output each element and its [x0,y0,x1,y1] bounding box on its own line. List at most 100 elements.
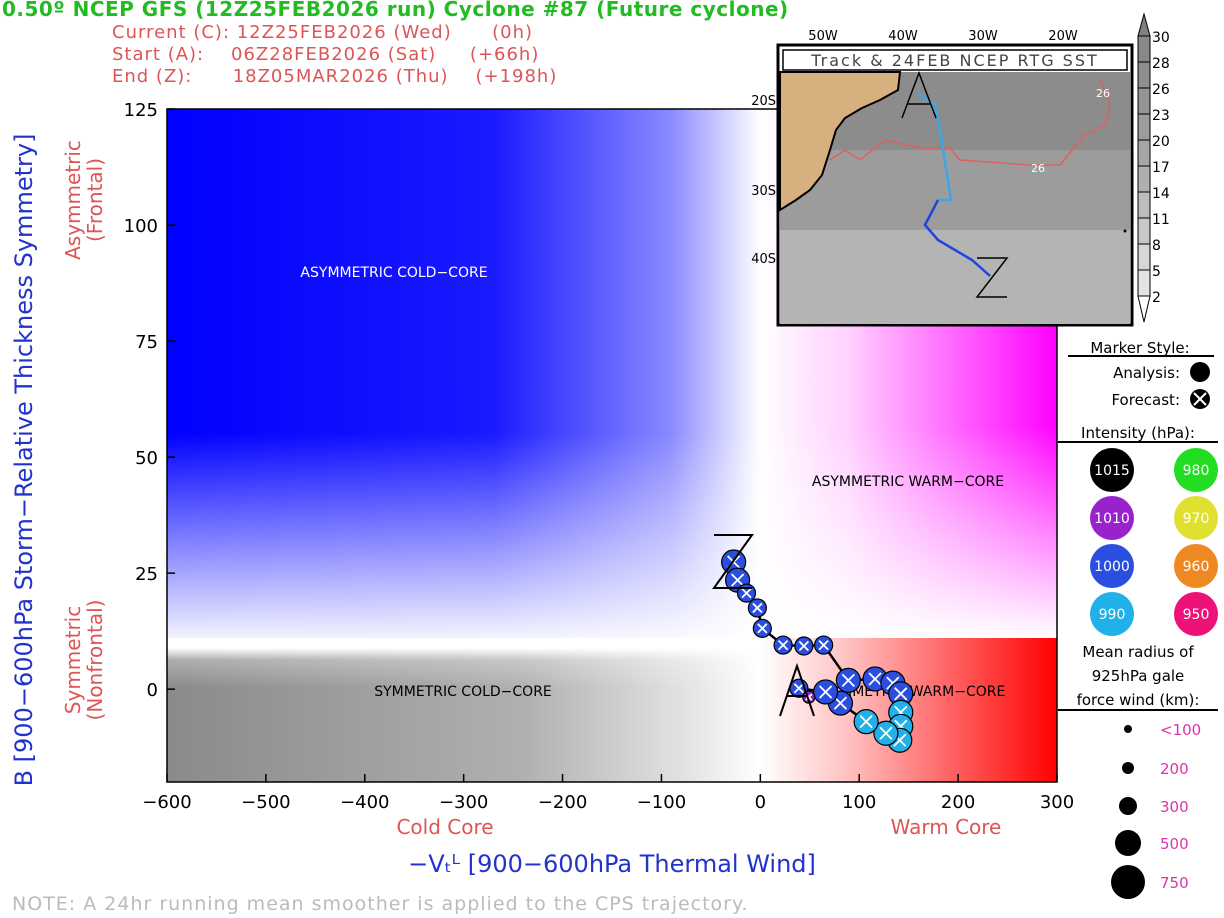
sst-26-contour [829,79,1111,166]
intensity-label: 950 [1183,607,1210,623]
legend-radius-title: force wind (km): [1077,691,1200,709]
x-tick-label: −500 [241,792,290,813]
colorbar-label: 5 [1152,264,1161,280]
inset-map: 26 26 Track & 24FEB NCEP RTG SST 50W 40W… [751,29,1134,327]
x-tick-label: −100 [637,792,686,813]
end-marker-z [712,534,754,589]
x-sub-label-cold: Cold Core [396,815,493,839]
colorbar-label: 2 [1152,290,1161,306]
colorbar-segment [1137,269,1151,297]
start-marker-a [779,662,815,717]
trajectory-point [812,679,839,705]
trajectory-point [873,720,899,746]
y-sub-label-frontal: (Frontal) [83,158,107,242]
lon-label: 30W [968,29,998,44]
x-tick-label: 200 [941,792,975,813]
x-tick-label: 100 [842,792,876,813]
colorbar-label: 17 [1152,160,1170,176]
trajectory-point [814,635,834,655]
colorbar-segment [1137,217,1151,245]
x-tick-label: 0 [755,792,766,813]
radius-swatch: 300 [1119,797,1189,816]
intensity-swatch-1010: 1010 [1090,496,1134,540]
y-tick-label: 0 [147,680,158,701]
colorbar-segment [1137,87,1151,115]
colorbar-label: 30 [1152,30,1170,46]
coastline [779,71,902,212]
trajectory-point [736,583,757,603]
colorbar-label: 28 [1152,56,1170,72]
inset-title: Track & 24FEB NCEP RTG SST [810,51,1099,70]
radius-label: 750 [1160,874,1189,892]
legend-radius-title: 925hPa gale [1092,667,1185,685]
radius-swatch: <100 [1124,721,1201,739]
y-sub-label-asym: Asymmetric [61,140,85,260]
x-sub-label-warm: Warm Core [891,815,1002,839]
colorbar-segment [1137,191,1151,219]
region-label-asym-cold: ASYMMETRIC COLD−CORE [300,265,487,281]
colorbar-label: 11 [1152,212,1170,228]
intensity-label: 960 [1183,559,1210,575]
legend: Marker Style: Analysis: Forecast: Intens… [1058,339,1218,899]
intensity-swatch-960: 960 [1174,544,1218,588]
lat-label: 20S [751,94,776,109]
lon-label: 50W [808,29,838,44]
start-time: Start (A): 06Z28FEB2026 (Sat) (+66h) [112,44,540,65]
y-tick-labels: 125 100 75 50 25 0 [124,100,158,701]
legend-forecast: Forecast: [1111,391,1180,409]
contour-label: 26 [1096,87,1110,100]
intensity-label: 980 [1183,463,1210,479]
y-tick-label: 25 [135,564,158,585]
inset-end-z [975,257,1009,298]
intensity-label: 1010 [1094,511,1130,527]
colorbar-label: 20 [1152,134,1170,150]
colorbar-label: 26 [1152,82,1170,98]
y-axis-label: B [900−600hPa Storm−Relative Thickness S… [10,134,38,787]
radius-label: 200 [1160,760,1189,778]
sst-colorbar: 30 28 26 23 20 17 14 11 8 5 2 [1137,12,1170,323]
legend-intensity-title: Intensity (hPa): [1081,424,1195,442]
y-tick-label: 125 [124,100,158,121]
intensity-swatch-990: 990 [1090,592,1134,636]
trajectory-point [835,667,861,693]
radius-swatch: 500 [1115,830,1189,856]
y-tick-label: 100 [124,216,158,237]
analysis-marker-icon [1190,362,1210,382]
trajectory-point [747,598,767,618]
legend-marker-title: Marker Style: [1090,339,1189,357]
intensity-label: 990 [1099,607,1126,623]
track-forecast [923,199,991,277]
plot-frame [166,108,1058,783]
intensity-swatch-1000: 1000 [1090,544,1134,588]
trajectory-point [888,681,914,707]
intensity-swatch-1015: 1015 [1090,448,1134,492]
colorbar-segment [1137,165,1151,193]
radius-label: 500 [1160,835,1189,853]
chart-title: 0.50º NCEP GFS (12Z25FEB2026 run) Cyclon… [2,0,789,21]
trajectory-point [752,618,772,638]
lon-label: 20W [1048,29,1078,44]
y-sub-label-sym: Symmetric [61,606,85,714]
radius-swatch: 200 [1122,760,1189,778]
intensity-swatch-980: 980 [1174,448,1218,492]
note-text: NOTE: A 24hr running mean smoother is ap… [12,893,749,915]
legend-analysis: Analysis: [1113,364,1180,382]
x-tick-label: −200 [538,792,587,813]
x-tick-label: −300 [439,792,488,813]
radius-swatch: 750 [1111,865,1189,899]
colorbar-segment [1137,139,1151,167]
y-tick-label: 50 [135,448,158,469]
y-tick-label: 75 [135,332,158,353]
x-tick-label: −600 [142,792,191,813]
radius-label: <100 [1160,721,1201,739]
colorbar-segment [1137,113,1151,141]
contour-label: 26 [1031,162,1045,175]
intensity-label: 1000 [1094,559,1130,575]
intensity-label: 1015 [1094,463,1130,479]
colorbar-segment [1137,243,1151,271]
legend-radius-title: Mean radius of [1082,643,1194,661]
x-tick-label: −400 [340,792,389,813]
trajectory-point [853,709,879,735]
trajectory-point [794,636,814,656]
